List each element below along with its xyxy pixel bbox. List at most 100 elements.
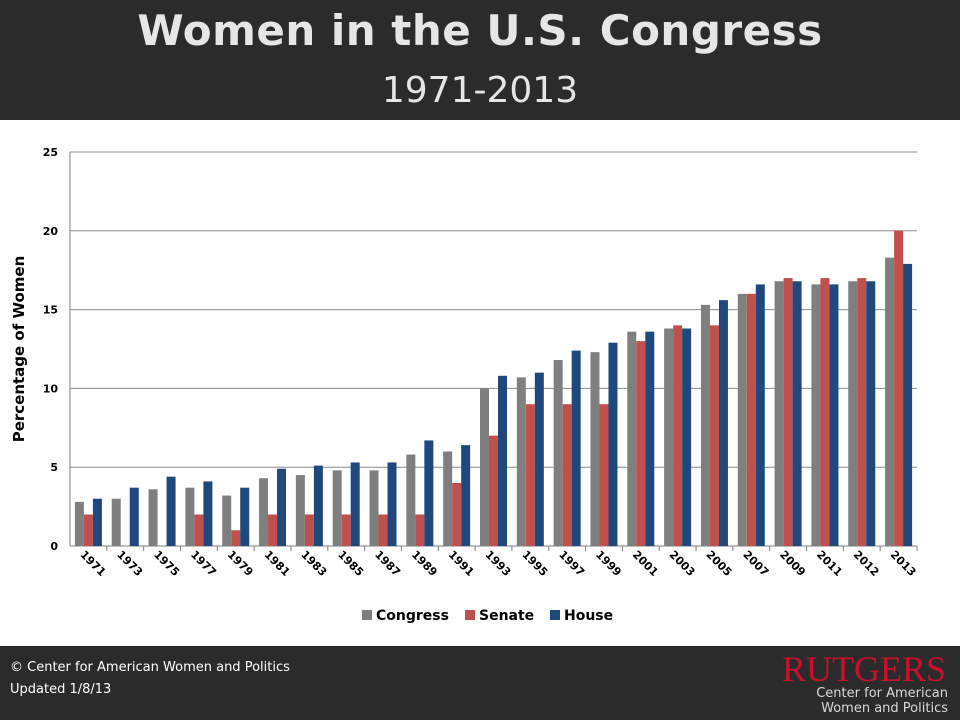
- bar-congress: [480, 388, 489, 546]
- bar-congress: [111, 498, 121, 546]
- legend-label-house: House: [564, 608, 613, 624]
- bar-house: [792, 281, 802, 546]
- logo-subtitle-line1: Center for American: [816, 686, 948, 701]
- bar-congress: [259, 478, 269, 546]
- bar-senate: [783, 278, 793, 546]
- bar-house: [866, 281, 876, 546]
- bar-senate: [636, 341, 646, 546]
- x-tick-label: 2012: [851, 548, 882, 579]
- x-tick-label: 1995: [519, 548, 550, 579]
- bar-house: [240, 487, 250, 546]
- bar-congress: [737, 293, 747, 546]
- bar-congress: [295, 475, 305, 546]
- y-axis-title: Percentage of Women: [10, 256, 28, 443]
- page-subtitle: 1971-2013: [381, 70, 579, 111]
- header-bar: Women in the U.S. Congress 1971-2013: [0, 0, 960, 120]
- x-tick-label: 2001: [630, 548, 661, 579]
- bar-senate: [673, 325, 683, 546]
- bar-congress: [148, 489, 158, 546]
- bar-senate: [304, 514, 314, 546]
- bar-senate: [562, 404, 572, 546]
- bar-house: [682, 328, 692, 546]
- bar-house: [645, 331, 655, 546]
- bar-congress: [774, 281, 784, 546]
- x-tick-label: 1985: [335, 548, 366, 579]
- bar-congress: [700, 304, 710, 546]
- bar-house: [571, 350, 581, 546]
- bar-house: [461, 445, 471, 546]
- bar-house: [829, 284, 839, 546]
- y-tick-label: 10: [43, 382, 59, 395]
- bar-house: [203, 481, 213, 546]
- x-tick-label: 2005: [704, 548, 735, 579]
- x-tick-label: 1971: [77, 548, 108, 579]
- x-tick-label: 1999: [593, 548, 624, 579]
- logo-subtitle-line2: Women and Politics: [821, 701, 948, 716]
- x-tick-label: 1983: [298, 548, 329, 579]
- x-tick-label: 1991: [446, 548, 477, 579]
- copyright-text: © Center for American Women and Politics: [10, 660, 290, 675]
- y-tick-label: 15: [43, 304, 58, 317]
- bar-house: [92, 498, 102, 546]
- x-tick-label: 1981: [262, 548, 293, 579]
- bar-house: [424, 440, 434, 546]
- bar-senate: [857, 278, 867, 546]
- x-tick-label: 2007: [740, 548, 771, 579]
- bar-house: [755, 284, 765, 546]
- bar-congress: [885, 257, 895, 546]
- bar-house: [387, 462, 397, 546]
- x-tick-label: 1987: [372, 548, 403, 579]
- bar-senate: [415, 514, 425, 546]
- bar-senate: [194, 514, 204, 546]
- y-tick-label: 5: [50, 461, 58, 474]
- bar-senate: [341, 514, 351, 546]
- bar-house: [903, 263, 913, 546]
- bar-senate: [525, 404, 535, 546]
- y-tick-label: 0: [50, 540, 58, 553]
- page-title: Women in the U.S. Congress: [137, 6, 823, 55]
- x-tick-label: 2013: [888, 548, 919, 579]
- bar-house: [166, 476, 176, 546]
- bar-house: [129, 487, 139, 546]
- footer-bar: © Center for American Women and Politics…: [0, 646, 960, 720]
- x-tick-label: 1993: [483, 548, 514, 579]
- bar-congress: [627, 331, 637, 546]
- bar-senate: [83, 514, 93, 546]
- bar-congress: [185, 487, 195, 546]
- bar-house: [534, 372, 544, 546]
- bar-congress: [74, 501, 84, 546]
- legend-label-congress: Congress: [376, 608, 449, 624]
- legend-label-senate: Senate: [479, 608, 534, 624]
- x-tick-label: 2003: [667, 548, 698, 579]
- rutgers-logo: RUTGERS: [781, 649, 946, 689]
- x-tick-label: 2011: [814, 548, 845, 579]
- x-tick-label: 2009: [777, 548, 808, 579]
- x-tick-label: 1979: [225, 548, 256, 579]
- bar-senate: [231, 530, 241, 546]
- legend-swatch-congress: [362, 610, 372, 620]
- x-tick-label: 1977: [188, 548, 219, 579]
- bar-house: [313, 465, 323, 546]
- x-tick-label: 1975: [151, 548, 182, 579]
- bar-house: [718, 300, 728, 546]
- bar-congress: [369, 470, 379, 546]
- bar-senate: [452, 482, 462, 546]
- bar-congress: [848, 281, 858, 546]
- bar-senate: [489, 435, 498, 546]
- bar-congress: [332, 470, 342, 546]
- bar-congress: [590, 352, 600, 546]
- y-tick-label: 20: [43, 225, 59, 238]
- bar-congress: [811, 284, 821, 546]
- bar-congress: [222, 495, 232, 546]
- updated-date: Updated 1/8/13: [10, 682, 112, 697]
- bar-congress: [553, 360, 563, 546]
- legend-swatch-house: [550, 610, 560, 620]
- bar-senate: [820, 278, 830, 546]
- bar-senate: [746, 293, 756, 546]
- bar-house: [608, 342, 618, 546]
- x-tick-label: 1973: [114, 548, 145, 579]
- bar-senate: [599, 404, 609, 546]
- x-tick-label: 1989: [409, 548, 440, 579]
- x-tick-label: 1997: [556, 548, 587, 579]
- bar-house: [498, 375, 507, 546]
